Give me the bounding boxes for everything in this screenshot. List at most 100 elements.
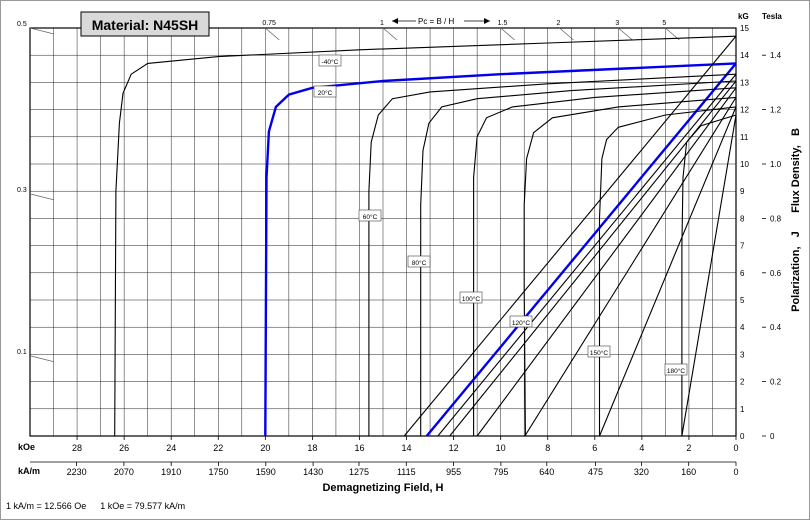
temperature-label-box (587, 345, 611, 358)
kam-tick-label: 475 (588, 467, 603, 477)
pc-tick-label: 3 (615, 20, 619, 27)
koe-tick-label: 12 (449, 443, 459, 453)
koe-tick-label: 22 (213, 443, 223, 453)
tesla-unit-label: Tesla (762, 12, 782, 21)
polarization-curve (523, 96, 737, 437)
temperature-label: 60°C (363, 213, 378, 221)
flux-density-line (681, 114, 737, 437)
kam-tick-label: 1590 (256, 467, 276, 477)
kg-tick-label: 7 (740, 242, 745, 251)
koe-tick-label: 16 (354, 443, 364, 453)
pc-tick-label: 0.75 (262, 20, 276, 27)
pc-tick-label: 0.3 (17, 187, 27, 194)
temperature-label-box (358, 209, 382, 222)
unit-conversion-note: 1 kA/m = 12.566 Oe 1 kOe = 79.577 kA/m (6, 501, 199, 511)
temperature-label-box (407, 255, 431, 268)
koe-tick-label: 2 (686, 443, 691, 453)
flux-density-line (598, 106, 737, 437)
flux-density-line (524, 97, 737, 437)
kg-tick-label: 5 (740, 296, 745, 305)
x-axis-title: Demagnetizing Field, H (322, 482, 443, 494)
kg-tick-label: 14 (740, 51, 749, 60)
temperature-label-box (318, 54, 342, 67)
tesla-tick-label: 0.8 (770, 214, 782, 223)
koe-tick-label: 28 (72, 443, 82, 453)
temperature-label: 150°C (590, 349, 608, 357)
tesla-tick-label: 1.4 (770, 51, 782, 60)
koe-tick-label: 0 (733, 443, 738, 453)
kam-tick-label: 795 (493, 467, 508, 477)
koe-unit-label: kOe (18, 442, 35, 452)
polarization-curve (368, 73, 737, 436)
pc-tick-mark (500, 27, 515, 41)
pc-tick-label: 0.1 (17, 349, 27, 356)
pc-axis-label: Pc = B / H (418, 17, 454, 26)
koe-tick-label: 18 (307, 443, 317, 453)
kg-tick-label: 15 (740, 24, 749, 33)
pc-arrowhead-right (484, 18, 490, 24)
kam-tick-label: 1750 (208, 467, 228, 477)
kam-tick-label: 2070 (114, 467, 134, 477)
pc-tick-mark (29, 27, 55, 35)
kam-tick-label: 1115 (397, 467, 416, 477)
koe-tick-label: 24 (166, 443, 176, 453)
y-axis-title: Polarization, J Flux Density, B (790, 128, 802, 312)
kam-tick-label: 0 (733, 467, 738, 477)
pc-tick-mark (29, 193, 55, 201)
kg-tick-label: 10 (740, 160, 749, 169)
pc-tick-label: 1 (380, 20, 384, 27)
temperature-label: 180°C (667, 367, 685, 375)
pc-tick-label: 0.5 (17, 21, 27, 28)
tesla-tick-label: 0.4 (770, 323, 782, 332)
tesla-tick-label: 0.2 (770, 378, 782, 387)
flux-density-line (425, 62, 737, 437)
chart-title: Material: N45SH (92, 17, 199, 33)
pc-tick-label: 2 (557, 20, 561, 27)
kg-tick-label: 3 (740, 350, 745, 359)
polarization-curve (420, 80, 737, 436)
kg-tick-label: 1 (740, 405, 745, 414)
temperature-label-box (313, 85, 337, 98)
polarization-curve (264, 62, 737, 437)
flux-density-line (476, 87, 737, 437)
temperature-label-box (459, 291, 483, 304)
polarization-curve (598, 106, 737, 436)
temperature-label: 20°C (318, 89, 333, 97)
koe-tick-label: 26 (119, 443, 129, 453)
koe-tick-label: 14 (402, 443, 412, 453)
temperature-label: 120°C (512, 319, 530, 327)
conversion-koe-to-kam: 1 kOe = 79.577 kA/m (100, 501, 186, 511)
pc-tick-mark (559, 27, 574, 41)
kg-tick-label: 6 (740, 269, 745, 278)
pc-tick-mark (382, 27, 398, 41)
kam-tick-label: 1430 (303, 467, 323, 477)
tesla-tick-label: 1.0 (770, 160, 782, 169)
kg-tick-label: 9 (740, 187, 745, 196)
kam-tick-label: 320 (634, 467, 649, 477)
tesla-tick-label: 1.2 (770, 106, 782, 115)
pc-tick-mark (29, 355, 55, 363)
kam-tick-label: 640 (539, 467, 554, 477)
tesla-tick-label: 0.6 (770, 269, 782, 278)
kam-unit-label: kA/m (18, 466, 40, 476)
material-title-box (80, 11, 210, 37)
koe-tick-label: 6 (592, 443, 597, 453)
kg-tick-label: 4 (740, 323, 745, 332)
koe-tick-label: 8 (545, 443, 550, 453)
temperature-label: 80°C (412, 259, 427, 267)
pc-tick-mark (265, 27, 280, 41)
flux-density-line (437, 73, 737, 437)
kg-tick-label: 13 (740, 78, 749, 87)
kam-tick-label: 160 (681, 467, 696, 477)
pc-tick-label: 5 (662, 20, 666, 27)
kg-tick-label: 12 (740, 106, 749, 115)
koe-tick-label: 4 (639, 443, 644, 453)
polarization-curve (681, 114, 737, 436)
conversion-kam-to-oe: 1 kA/m = 12.566 Oe (6, 501, 87, 511)
temperature-label-box (509, 315, 533, 328)
kam-tick-label: 955 (446, 467, 461, 477)
polarization-curve (114, 35, 737, 437)
flux-density-line (403, 35, 737, 437)
